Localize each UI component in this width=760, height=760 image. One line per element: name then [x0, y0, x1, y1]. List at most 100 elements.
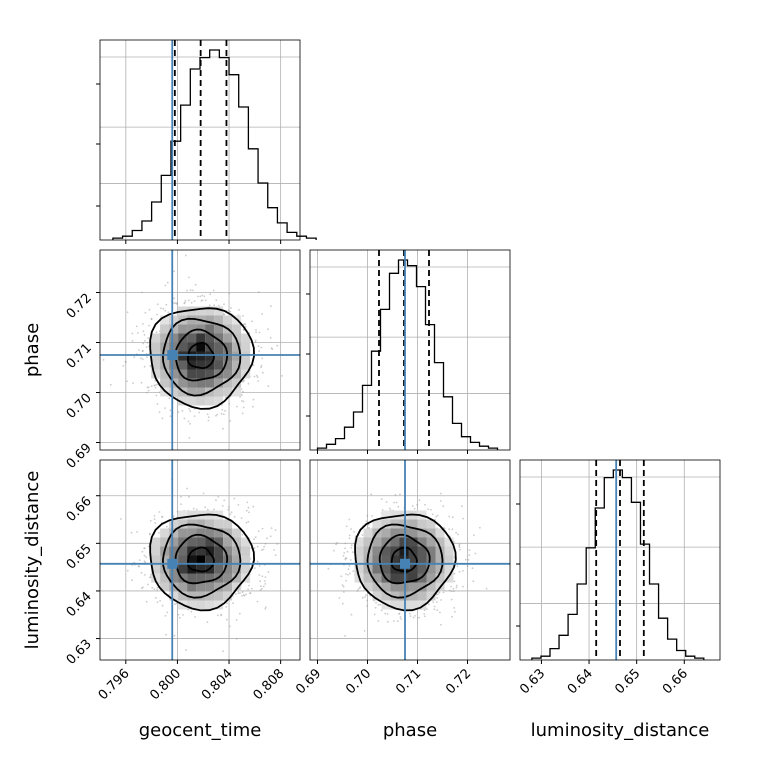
density-cell [169, 333, 179, 343]
sample-point [249, 592, 252, 594]
sample-point [156, 383, 159, 386]
density-cell [205, 519, 215, 529]
sample-point [459, 548, 461, 551]
sample-point [156, 313, 158, 316]
sample-point [262, 585, 265, 588]
density-cell [372, 582, 382, 592]
sample-point [138, 349, 140, 351]
sample-point [156, 601, 159, 604]
sample-point [366, 599, 369, 602]
sample-point [146, 386, 149, 389]
sample-point [204, 506, 207, 509]
density-cell [223, 582, 233, 592]
sample-point [374, 606, 377, 609]
density-cell [169, 591, 179, 601]
density-cell [178, 369, 188, 379]
density-cell [169, 546, 179, 556]
density-cell [223, 564, 233, 574]
sample-point [260, 346, 263, 349]
density-cell [390, 573, 400, 583]
sample-point [218, 304, 220, 307]
sample-point [234, 593, 237, 595]
sample-point [256, 545, 259, 548]
sample-point [140, 381, 143, 384]
sample-point [209, 293, 212, 296]
sample-point [255, 374, 258, 377]
density-cell [187, 351, 197, 361]
density-cell [169, 582, 179, 592]
sample-point [188, 437, 191, 439]
sample-point [348, 518, 351, 521]
sample-point [256, 600, 259, 603]
sample-point [237, 504, 240, 506]
sample-point [217, 496, 220, 498]
density-cell [196, 582, 206, 592]
2d-panel-geocent_time-luminosity_distance [99, 459, 301, 661]
sample-point [413, 507, 416, 510]
sample-point [348, 534, 351, 537]
density-cell [426, 519, 436, 529]
sample-point [186, 289, 189, 292]
sample-point [140, 571, 143, 574]
sample-point [174, 302, 177, 305]
y-tick-label: 0.72 [64, 291, 95, 322]
sample-point [453, 607, 455, 609]
density-cell [232, 528, 242, 538]
sample-point [154, 379, 157, 382]
sample-point [258, 565, 261, 567]
sample-point [264, 583, 267, 585]
sample-point [345, 579, 347, 582]
y-tick-label: 0.70 [64, 391, 95, 422]
sample-point [182, 614, 184, 616]
sample-point [423, 609, 426, 612]
density-cell [160, 555, 170, 565]
contour-level-0 [390, 546, 418, 573]
density-cell [417, 528, 427, 538]
sample-point [169, 415, 172, 418]
sample-point [388, 507, 391, 510]
sample-point [381, 509, 384, 511]
sample-point [327, 567, 330, 570]
sample-point [344, 542, 347, 545]
sample-point [412, 616, 415, 619]
x-tick-label: 0.69 [293, 666, 324, 697]
sample-point [435, 593, 438, 596]
sample-point [213, 508, 215, 511]
density-cell [205, 333, 215, 343]
sample-point [252, 398, 255, 401]
x-axis-label-phase: phase [383, 720, 437, 741]
sample-point [462, 517, 464, 520]
truth-marker [400, 558, 410, 569]
density-cell [205, 378, 215, 388]
sample-point [259, 580, 261, 582]
sample-point [142, 323, 144, 325]
density-cell [408, 528, 418, 538]
sample-point [433, 608, 436, 611]
sample-point [399, 616, 402, 618]
density-cell [232, 369, 242, 379]
sample-point [143, 554, 146, 557]
sample-point [150, 318, 153, 321]
sample-point [479, 526, 481, 529]
sample-point [350, 613, 353, 616]
density-cell [151, 360, 161, 370]
sample-point [342, 585, 345, 588]
sample-point [440, 599, 442, 601]
sample-point [222, 427, 224, 430]
sample-point [193, 300, 196, 303]
sample-point [436, 609, 439, 611]
density-cell [187, 591, 197, 601]
sample-point [273, 549, 275, 551]
sample-point [229, 310, 232, 313]
y-tick-label: 0.65 [64, 542, 95, 573]
sample-point [448, 528, 451, 531]
density-cell [444, 537, 454, 547]
sample-point [213, 304, 216, 307]
sample-point [145, 556, 148, 559]
sample-point [148, 324, 151, 327]
contour-level-0 [187, 546, 215, 573]
density-cell [169, 315, 179, 325]
density-blocks [151, 306, 251, 406]
sample-point [228, 625, 231, 628]
sample-point [455, 584, 458, 587]
